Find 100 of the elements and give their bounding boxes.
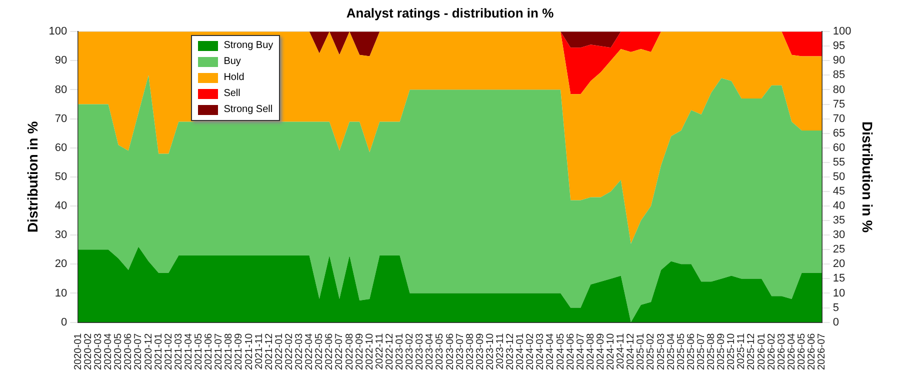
x-tick-label: 2022-03 xyxy=(294,332,305,370)
x-tick-label: 2023-11 xyxy=(495,332,506,370)
x-tick-label: 2025-06 xyxy=(686,332,697,370)
x-tick-label: 2024-09 xyxy=(596,332,606,370)
x-tick-label: 2022-11 xyxy=(374,332,386,370)
x-tick-label: 2024-07 xyxy=(575,332,586,370)
x-tick-label: 2022-05 xyxy=(314,332,326,370)
x-tick-label: 2025-08 xyxy=(706,332,718,370)
chart-title: Analyst ratings - distribution in % xyxy=(346,5,554,20)
x-tick-label: 2023-06 xyxy=(444,332,456,370)
x-tick-label: 2026-07 xyxy=(816,332,828,370)
y-tick-label: 60 xyxy=(54,142,68,154)
x-tick-label: 2024-06 xyxy=(565,332,576,370)
x-tick-label: 2026-04 xyxy=(786,332,798,370)
x-tick-label: 2025-01 xyxy=(636,332,647,370)
x-tick-label: 2024-11 xyxy=(616,332,627,370)
x-tick-label: 2026-05 xyxy=(796,332,808,370)
x-tick-label: 2024-08 xyxy=(585,332,596,370)
legend-label: Strong Buy xyxy=(224,40,274,52)
x-tick-label: 2024-05 xyxy=(555,332,566,370)
y-tick-label: 0 xyxy=(61,316,68,328)
x-tick-label: 2020-07 xyxy=(133,332,144,370)
x-tick-label: 2020-04 xyxy=(103,332,114,370)
y2-tick-label: 60 xyxy=(832,142,846,154)
x-tick-label: 2022-02 xyxy=(284,332,295,370)
x-tick-label: 2021-05 xyxy=(194,332,204,370)
x-tick-label: 2024-02 xyxy=(525,332,536,370)
x-tick-label: 2023-03 xyxy=(414,332,426,370)
y2-tick-label: 55 xyxy=(832,156,846,168)
x-tick-label: 2023-08 xyxy=(464,332,476,370)
x-tick-label: 2020-01 xyxy=(72,332,84,370)
series-label: Sell xyxy=(224,88,240,100)
x-tick-label: 2025-05 xyxy=(676,332,687,370)
x-tick-label: 2025-10 xyxy=(726,332,738,370)
x-tick-label: 2021-09 xyxy=(234,332,245,370)
x-tick-label: 2021-01 xyxy=(153,332,164,370)
x-tick-label: 2022-07 xyxy=(334,332,346,370)
y-tick-label: 20 xyxy=(54,258,68,270)
x-tick-label: 2025-11 xyxy=(736,332,748,370)
y2-tick-label: 95 xyxy=(832,40,846,52)
y-tick-label: 30 xyxy=(54,229,68,242)
x-tick-label: 2022-04 xyxy=(304,332,316,370)
y-tick-label: 10 xyxy=(54,287,68,300)
legend-label: Buy xyxy=(224,56,241,68)
y2-tick-label: 20 xyxy=(832,258,846,270)
y2-tick-label: 50 xyxy=(832,170,846,183)
x-tick-label: 2024-04 xyxy=(545,332,556,370)
x-tick-label: 2025-04 xyxy=(666,332,677,370)
x-tick-label: 2022-06 xyxy=(324,332,336,370)
x-tick-label: 2024-01 xyxy=(515,332,526,370)
y2-tick-label: 65 xyxy=(832,127,846,140)
x-tick-label: 2021-06 xyxy=(204,332,215,370)
series-label: Hold xyxy=(224,72,244,84)
x-tick-label: 2021-11 xyxy=(254,332,265,370)
x-tick-label: 2023-10 xyxy=(484,332,496,370)
x-tick-label: 2024-10 xyxy=(606,332,617,370)
y-tick-label: 100 xyxy=(48,26,68,38)
x-tick-label: 2020-02 xyxy=(82,332,94,370)
series-label: Strong Sell xyxy=(224,104,273,116)
y-tick-label: 80 xyxy=(54,84,68,96)
y2-tick-label: 45 xyxy=(832,186,846,198)
x-tick-label: 2024-03 xyxy=(535,332,546,370)
x-tick-label: 2026-03 xyxy=(776,332,788,370)
x-tick-label: 2023-05 xyxy=(434,332,446,370)
y-tick-label: 70 xyxy=(54,112,68,125)
x-tick-label: 2023-07 xyxy=(454,332,466,370)
y2-tick-label: 0 xyxy=(832,316,839,328)
x-tick-label: 2022-09 xyxy=(354,332,366,370)
y2-tick-label: 90 xyxy=(832,54,846,67)
x-tick-label: 2020-05 xyxy=(113,332,124,370)
y2-tick-label: 30 xyxy=(832,229,846,242)
y2-tick-label: 85 xyxy=(832,69,846,82)
x-tick-label: 2025-12 xyxy=(746,332,758,370)
y-axis-title: Distribution in % xyxy=(24,120,40,233)
y-tick-label: 50 xyxy=(54,170,68,183)
x-tick-label: 2025-02 xyxy=(646,332,657,370)
x-tick-label: 2025-03 xyxy=(656,332,667,370)
x-tick-label: 2020-03 xyxy=(93,332,104,370)
y-tick-label: 90 xyxy=(54,54,68,67)
y2-tick-label: 40 xyxy=(832,200,846,212)
y2-axis-title: Distribution in % xyxy=(860,121,876,234)
x-tick-label: 2022-10 xyxy=(364,332,376,370)
y2-tick-label: 5 xyxy=(832,302,839,314)
x-tick-label: 2021-04 xyxy=(183,332,194,370)
x-tick-label: 2021-02 xyxy=(163,332,174,370)
y-tick-label: 40 xyxy=(54,200,68,212)
y2-tick-label: 35 xyxy=(832,214,846,227)
x-tick-label: 2023-09 xyxy=(474,332,486,370)
y2-tick-label: 10 xyxy=(832,287,846,300)
x-tick-label: 2021-08 xyxy=(224,332,235,370)
x-tick-label: 2022-12 xyxy=(384,332,396,370)
x-tick-label: 2026-06 xyxy=(806,332,818,370)
x-tick-label: 2022-01 xyxy=(274,332,285,370)
x-tick-label: 2023-01 xyxy=(394,332,406,370)
x-tick-label: 2026-01 xyxy=(756,332,768,370)
y2-tick-label: 100 xyxy=(832,26,852,38)
y2-tick-label: 80 xyxy=(832,84,846,96)
x-tick-label: 2021-12 xyxy=(264,332,275,370)
y2-tick-label: 75 xyxy=(832,98,846,110)
x-tick-label: 2021-07 xyxy=(214,332,225,370)
